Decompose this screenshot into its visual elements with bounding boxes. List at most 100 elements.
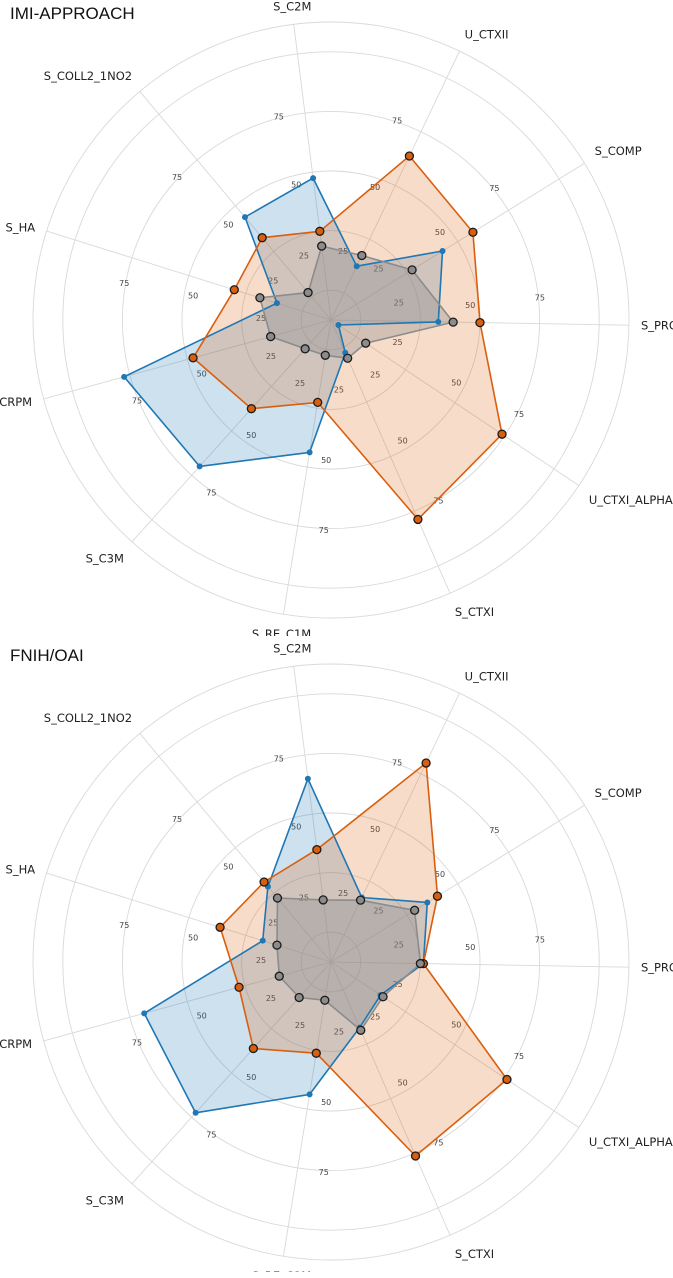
tick-label: 75 [319,526,329,535]
tick-label: 25 [394,298,404,307]
axis-label: U_CTXI_ALPHA [589,493,673,507]
data-point-blue [306,449,313,456]
grid-ring [62,51,600,589]
tick-label: 75 [132,397,142,406]
tick-label: 75 [535,293,545,302]
tick-label: 25 [268,276,278,285]
axis-spoke [283,961,332,1257]
axis-spoke [43,319,332,400]
tick-label: 25 [299,251,309,260]
tick-label: 75 [132,1039,142,1048]
axis-label: S_C3M [86,552,124,566]
data-point-gray [266,331,276,342]
data-point-orange [313,397,323,408]
series-area-blue [124,178,443,467]
tick-label: 75 [433,1139,443,1148]
data-point-blue [192,1109,199,1116]
tick-label: 50 [321,456,331,465]
tick-label: 25 [299,893,309,902]
tick-label: 25 [370,1012,380,1021]
data-point-blue [273,300,280,307]
data-point-orange [432,891,443,901]
tick-label: 50 [197,1012,207,1021]
tick-label: 75 [206,489,216,498]
grid-ring [300,931,362,993]
tick-label: 50 [398,1078,408,1087]
tick-label: 75 [392,117,402,126]
tick-label: 50 [451,379,461,388]
tick-label: 75 [489,826,499,835]
axis-label: S_COMP [595,786,642,800]
tick-label: 75 [274,754,284,763]
data-point-blue [141,1010,148,1017]
data-point-orange [259,877,269,887]
axis-label: S_CTXI [455,1247,494,1261]
data-point-gray [274,971,284,981]
tick-label: 75 [274,112,284,121]
tick-label: 50 [370,825,380,834]
grid-ring [300,289,362,351]
data-point-blue [335,321,342,328]
axis-label: S_HA [6,862,36,876]
radar-chart-imi-approach: 25 50 75 25 50 75 25 50 75 25 50 75 25 50 75 25 50 75 25 50… [0,0,673,636]
data-point-gray [294,992,304,1003]
tick-label: 25 [338,889,348,898]
chart-title: IMI-APPROACH [10,4,135,23]
data-point-gray [320,350,330,360]
data-point-blue [259,937,266,944]
data-point-gray [378,992,388,1002]
tick-label: 50 [291,180,301,189]
tick-label: 50 [246,1073,256,1082]
radar-panel-fnih-oai: 25 50 75 25 50 75 25 50 75 25 50 75 25 50 75 25 50 75 25 50… [0,642,673,1278]
data-point-orange [234,982,244,992]
tick-label: 25 [373,265,383,274]
data-point-blue [121,373,128,380]
tick-label: 50 [465,301,475,310]
tick-label: 25 [256,956,266,965]
tick-label: 75 [392,759,402,768]
data-point-blue [304,775,311,782]
tick-label: 75 [172,815,182,824]
axis-label: S_COLL2_1NO2 [44,69,132,83]
series-line-gray [276,897,422,1032]
tick-label: 25 [334,1028,344,1037]
axis-label: S_PRO_C2 [641,318,673,332]
tick-label: 50 [398,436,408,445]
series-line-orange [219,762,508,1157]
tick-label: 50 [188,933,198,942]
grid-ring [121,752,541,1172]
axis-label: U_CTXII [465,27,509,41]
data-point-orange [229,285,239,295]
axis-label: S_CTXI [455,605,494,619]
grid-ring [62,693,600,1231]
tick-label: 50 [188,291,198,300]
axis-label: S_C2M [273,642,311,655]
data-point-gray [415,958,426,969]
data-point-orange [475,317,485,328]
radar-panel-imi-approach: 25 50 75 25 50 75 25 50 75 25 50 75 25 50 75 25 50 75 25 50… [0,0,673,636]
axis-spoke [330,804,585,963]
data-point-gray [320,995,330,1005]
axis-spoke [330,961,451,1236]
data-point-orange [404,151,415,161]
tick-label: 75 [206,1131,216,1140]
tick-label: 50 [223,863,233,872]
tick-label: 25 [295,379,305,388]
axis-label: S_C3M [86,1194,124,1208]
series-area-gray [277,898,421,1031]
data-point-gray [448,317,458,327]
data-point-gray [303,287,313,298]
data-point-orange [413,514,423,525]
tick-label: 25 [256,314,266,323]
series-area-orange [193,156,502,520]
axis-label: S_HA [6,220,36,234]
tick-label: 25 [295,1021,305,1030]
series-area-orange [220,763,507,1156]
axis-spoke [293,24,332,321]
axis-label: U_CTXII [465,669,509,683]
data-point-blue [306,1091,313,1098]
tick-label: 25 [370,370,380,379]
grid-ring [32,21,630,619]
tick-label: 25 [334,386,344,395]
